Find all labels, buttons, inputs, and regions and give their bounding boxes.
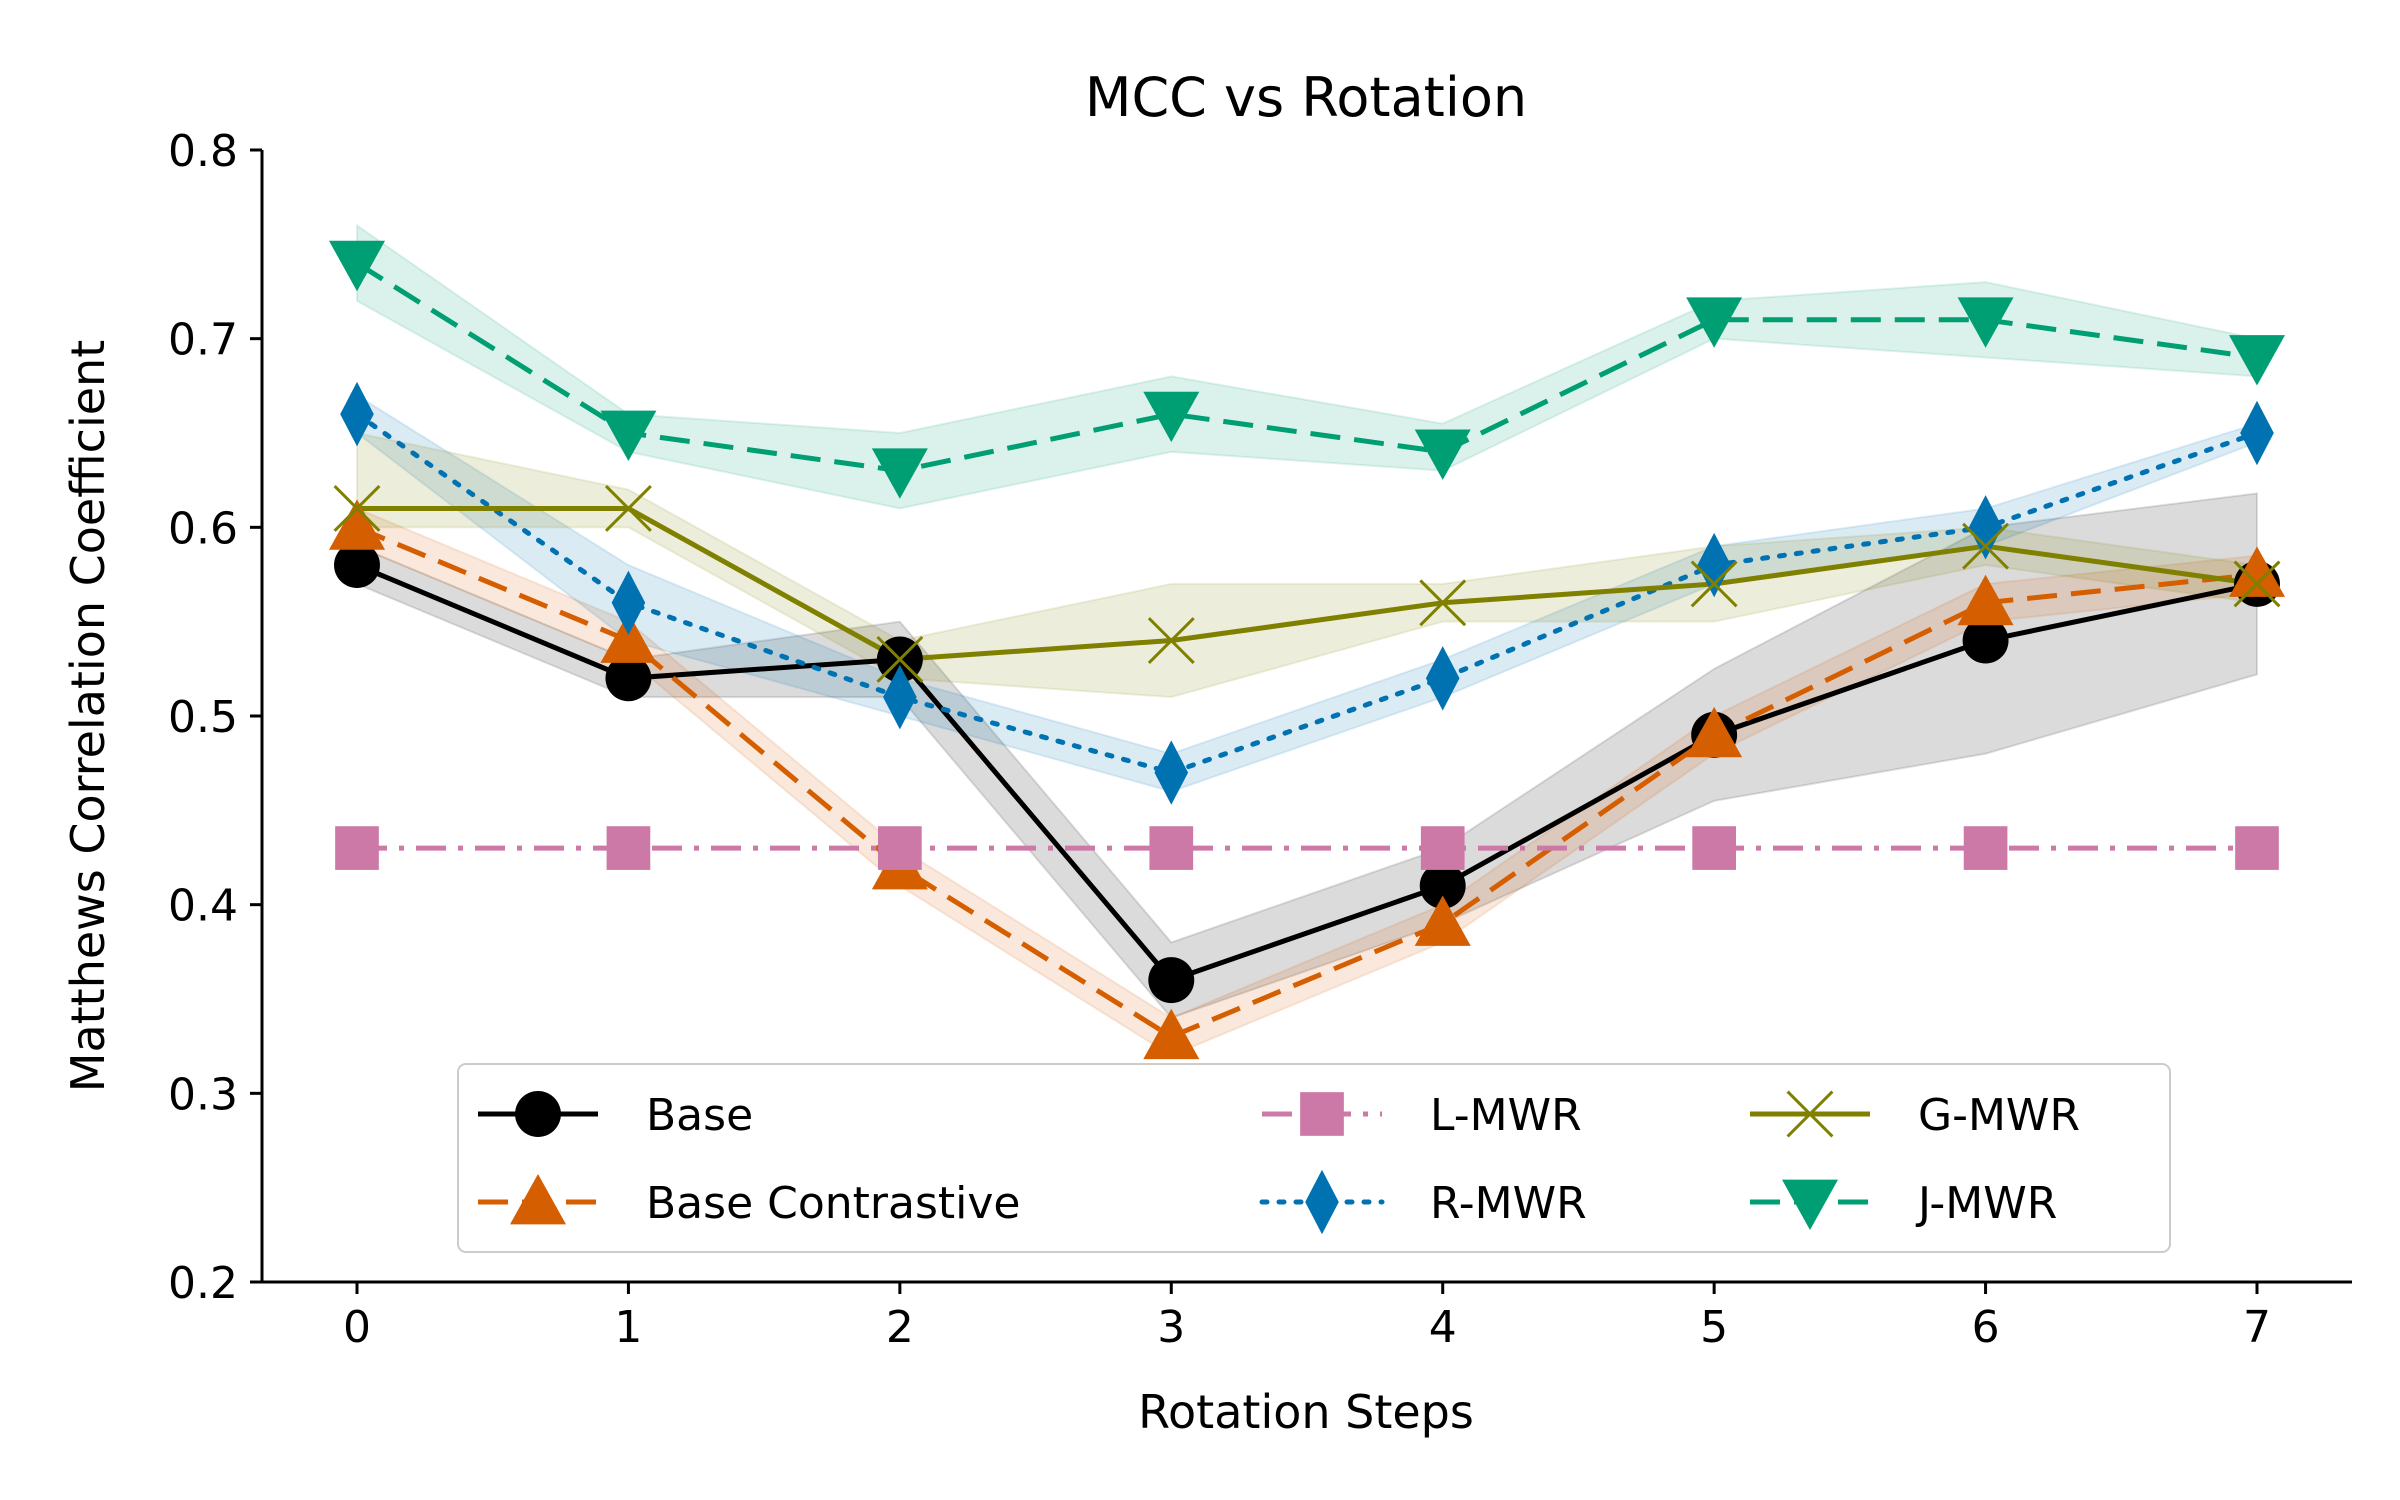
point-l-mwr-4: [1420, 826, 1465, 870]
point-r-mwr-0: [340, 381, 374, 447]
point-r-mwr-7: [2240, 400, 2274, 466]
point-base-3: [1148, 957, 1195, 1004]
point-base-0: [334, 542, 380, 589]
point-r-mwr-6: [1968, 495, 2003, 560]
point-j-mwr-6: [1957, 297, 2014, 348]
x-tick-label: 1: [614, 1302, 642, 1353]
y-tick-label: 0.7: [168, 315, 238, 366]
line-j-mwr: [355, 261, 2258, 474]
point-l-mwr-7: [2235, 826, 2279, 870]
point-base-contrastive-6: [1957, 574, 2014, 626]
point-base-contrastive-5: [1686, 706, 1743, 758]
x-tick-label: 3: [1157, 1302, 1185, 1353]
line-r-mwr: [354, 411, 2260, 776]
x-tick-label: 5: [1700, 1302, 1728, 1353]
band-j-mwr: [356, 223, 2258, 510]
point-j-mwr-0: [329, 240, 385, 292]
point-g-mwr-3: [1147, 617, 1195, 664]
legend-marker-base: [515, 1091, 561, 1137]
point-base-contrastive-7: [2229, 546, 2285, 597]
series-lines: [354, 261, 2260, 1040]
point-g-mwr-5: [1690, 560, 1738, 608]
point-l-mwr-5: [1692, 826, 1736, 870]
point-g-mwr-7: [2233, 560, 2281, 608]
legend-label-g-mwr: G-MWR: [1918, 1090, 2080, 1141]
legend-label-j-mwr: J-MWR: [1915, 1178, 2057, 1229]
legend: Base Base Contrastive L-MWR R-MWR G-MWR J-MWR: [457, 1063, 2171, 1253]
legend-marker-l-mwr: [1300, 1092, 1344, 1136]
line-base-contrastive: [356, 525, 2258, 1040]
point-j-mwr-3: [1143, 391, 1200, 443]
point-g-mwr-2: [876, 635, 924, 683]
point-r-mwr-3: [1154, 740, 1189, 805]
y-axis-label: Matthews Correlation Coefficient: [61, 340, 115, 1093]
x-tick-label: 7: [2243, 1302, 2271, 1353]
point-r-mwr-5: [1697, 532, 1731, 598]
point-r-mwr-4: [1425, 646, 1460, 711]
x-axis-label: Rotation Steps: [1138, 1385, 1474, 1439]
point-r-mwr-1: [611, 570, 646, 635]
point-l-mwr-0: [335, 826, 379, 870]
point-j-mwr-2: [871, 448, 928, 499]
point-base-contrastive-1: [600, 612, 657, 663]
point-l-mwr-3: [1149, 826, 1194, 870]
y-tick-label: 0.2: [168, 1258, 238, 1309]
legend-marker-base-contrastive: [510, 1174, 566, 1225]
point-r-mwr-2: [883, 664, 917, 730]
chart-title: MCC vs Rotation: [1085, 66, 1527, 129]
point-j-mwr-4: [1414, 429, 1471, 480]
x-tick-label: 2: [886, 1302, 914, 1353]
legend-label-r-mwr: R-MWR: [1430, 1178, 1587, 1229]
point-g-mwr-0: [333, 485, 381, 532]
series-markers: [329, 240, 2285, 1060]
x-tick-label: 0: [343, 1302, 371, 1353]
point-g-mwr-1: [604, 485, 652, 532]
point-j-mwr-7: [2229, 335, 2285, 386]
y-tick-label: 0.5: [168, 692, 238, 743]
x-tick-label: 6: [1972, 1302, 2000, 1353]
point-l-mwr-2: [878, 826, 922, 870]
x-tick-label: 4: [1429, 1302, 1457, 1353]
point-base-6: [1962, 617, 2009, 664]
band-base: [356, 492, 2258, 1020]
x-ticks: 0 1 2 3 4 5 6 7: [343, 1282, 2271, 1353]
point-j-mwr-5: [1686, 297, 1743, 348]
legend-marker-g-mwr: [1786, 1090, 1834, 1138]
legend-marker-j-mwr: [1782, 1179, 1838, 1230]
point-l-mwr-6: [1963, 826, 2008, 870]
point-base-contrastive-4: [1414, 895, 1471, 946]
point-l-mwr-1: [606, 826, 651, 870]
y-tick-label: 0.3: [168, 1069, 238, 1120]
legend-label-l-mwr: L-MWR: [1430, 1090, 1582, 1141]
point-base-contrastive-0: [329, 499, 385, 550]
point-base-4: [1419, 862, 1466, 909]
y-tick-label: 0.4: [168, 881, 238, 932]
point-g-mwr-4: [1419, 579, 1467, 627]
legend-marker-r-mwr: [1305, 1169, 1339, 1235]
point-base-1: [605, 655, 652, 702]
y-tick-label: 0.6: [168, 503, 238, 554]
y-tick-label: 0.8: [168, 126, 238, 177]
legend-label-base: Base: [646, 1090, 753, 1141]
legend-box: [457, 1063, 2171, 1253]
line-g-mwr: [357, 505, 2258, 662]
point-base-contrastive-3: [1143, 1008, 1200, 1060]
legend-label-base-contrastive: Base Contrastive: [646, 1178, 1020, 1229]
line-base: [356, 562, 2258, 983]
point-j-mwr-1: [600, 410, 657, 461]
y-ticks: 0.2 0.3 0.4 0.5 0.6 0.7 0.8: [168, 126, 262, 1309]
point-g-mwr-6: [1962, 522, 2010, 570]
